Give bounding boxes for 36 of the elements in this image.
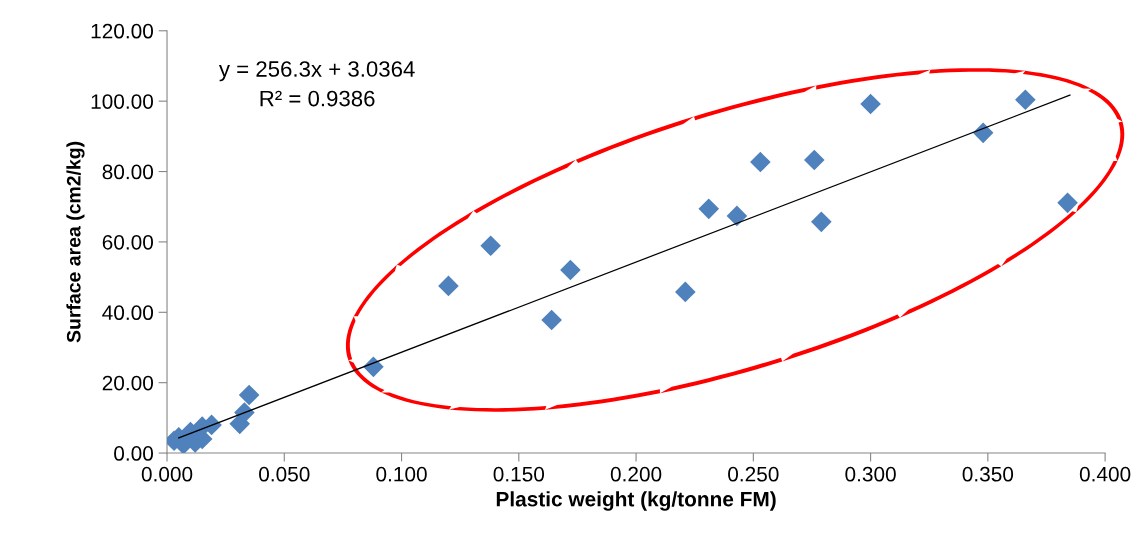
annotation: y = 256.3x + 3.0364 <box>218 61 415 82</box>
point <box>750 151 771 173</box>
point <box>560 259 581 281</box>
point <box>698 198 720 220</box>
y-tick-label: 80.00 <box>102 164 154 180</box>
y-axis-title: Surface area (cm2/kg) <box>66 141 85 343</box>
y-tick-label: 40.00 <box>102 305 154 321</box>
point <box>541 309 562 331</box>
point <box>972 122 994 144</box>
point <box>438 275 459 297</box>
x-tick-label: 0.350 <box>962 466 1014 482</box>
point <box>1015 89 1036 111</box>
point <box>804 149 825 171</box>
x-tick-label: 0.000 <box>141 466 193 482</box>
x-tick-label: 0.100 <box>376 466 427 482</box>
point <box>1057 192 1078 214</box>
x-axis-title: Plastic weight (kg/tonne FM) <box>496 491 776 511</box>
x-tick-label: 0.150 <box>493 466 545 482</box>
y-tick-label: 20.00 <box>102 375 154 391</box>
y-tick-label: 0.00 <box>114 446 154 461</box>
point <box>675 281 696 303</box>
point <box>480 235 501 257</box>
y-tick-label: 60.00 <box>102 234 154 250</box>
annotation: R² = 0.9386 <box>260 90 375 107</box>
y-tick-label: 100.00 <box>91 94 154 109</box>
point <box>811 211 832 233</box>
x-tick-label: 0.200 <box>610 466 662 482</box>
x-tick-label: 0.300 <box>845 466 896 482</box>
point <box>860 93 881 115</box>
x-tick-label: 0.050 <box>259 466 310 482</box>
point <box>234 402 255 423</box>
x-tick-label: 0.400 <box>1079 466 1131 482</box>
point <box>726 205 748 227</box>
y-tick-label: 120.00 <box>91 23 154 39</box>
point <box>238 384 260 406</box>
x-tick-label: 0.250 <box>728 466 779 482</box>
